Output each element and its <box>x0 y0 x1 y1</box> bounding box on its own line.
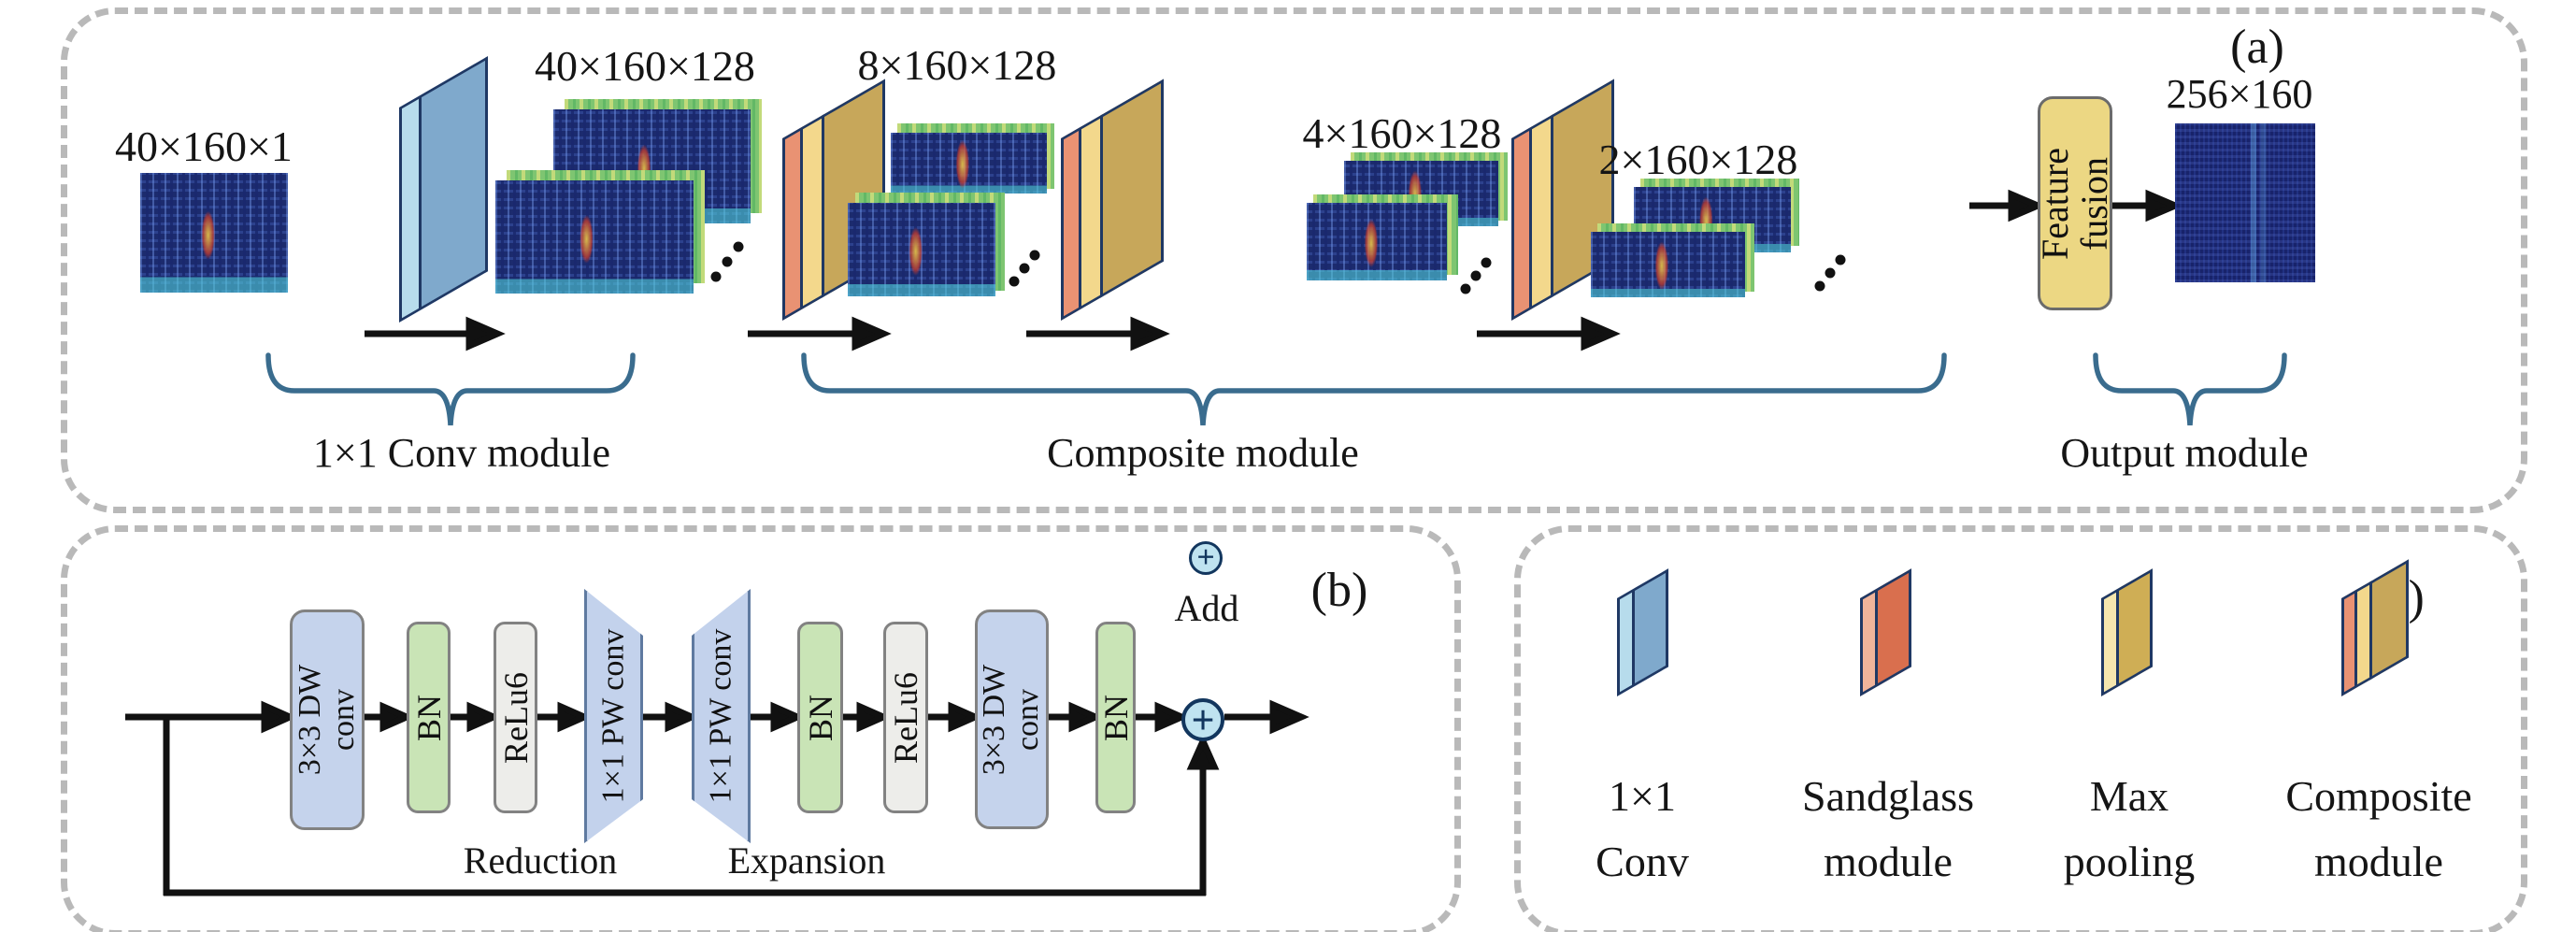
composite-slab-sandglass-layer <box>782 126 803 321</box>
relu6-label: ReLu6 <box>496 671 535 764</box>
bn-block-3: BN <box>1095 622 1136 813</box>
legend-sandglass-label-line1: Sandglass <box>1802 772 1974 820</box>
residual-skip-connection <box>163 714 1220 896</box>
feature-fusion-box: Feature fusion <box>2034 96 2116 310</box>
legend-conv1x1-label-line1: 1×1 <box>1609 772 1676 820</box>
dw-conv-block-1: 3×3 DW conv <box>290 609 365 830</box>
legend-conv1x1-edge <box>1617 588 1635 696</box>
conv1x1-slab-face <box>422 56 488 310</box>
legend-maxpool-edge <box>2101 588 2119 696</box>
add-operator-icon: + <box>1181 696 1224 743</box>
composite-slab-sandglass-layer <box>1061 126 1081 321</box>
legend-maxpool-face <box>2119 568 2153 687</box>
stage1-dim-label: 40×160×128 <box>535 42 755 90</box>
conv1x1-slab-edge <box>399 94 422 323</box>
bn-block-2: BN <box>797 622 843 813</box>
dw-conv-block-2: 3×3 DW conv <box>975 609 1049 829</box>
add-legend-icon: + <box>1189 540 1223 575</box>
legend-conv1x1-label-line2: Conv <box>1596 838 1689 885</box>
brace-label-conv-module: 1×1 Conv module <box>312 430 611 476</box>
pw-conv-label: 1×1 PW conv <box>595 628 631 804</box>
flow-arrows-panel-b <box>125 699 1309 735</box>
pw-conv-label: 1×1 PW conv <box>703 628 738 804</box>
bn-block-1: BN <box>407 622 451 813</box>
legend-composite-sandglass-layer <box>2341 589 2357 696</box>
legend-sandglass-label-line2: module <box>1824 838 1953 885</box>
module-braces <box>265 352 2287 426</box>
panel-a-border <box>61 7 2527 513</box>
panel-b-tag: (b) <box>1310 564 1368 617</box>
relu6-block-1: ReLu6 <box>494 622 537 813</box>
composite-slab-pooling-layer <box>803 114 824 309</box>
composite-slab-pooling-layer <box>1081 114 1103 309</box>
input-dim-label: 40×160×1 <box>115 122 293 170</box>
reduction-label: Reduction <box>463 839 618 882</box>
legend-composite-pooling-layer <box>2357 580 2372 688</box>
legend-sandglass-edge <box>1860 588 1878 696</box>
legend-composite-label-line2: module <box>2314 838 2443 885</box>
legend-sandglass-face <box>1878 568 1911 687</box>
feature-map <box>891 133 1047 194</box>
legend-maxpool-label-line2: pooling <box>2063 838 2196 885</box>
pw-conv-reduction-trapezoid: 1×1 PW conv <box>584 589 643 843</box>
feature-map <box>1591 232 1745 297</box>
brace-label-composite-module: Composite module <box>1047 430 1359 476</box>
dw-conv-label-line1: 3×3 DW <box>977 664 1012 775</box>
feature-map <box>495 180 694 294</box>
legend-composite-label-line1: Composite <box>2285 772 2472 820</box>
dw-conv-label-line1: 3×3 DW <box>293 664 328 776</box>
output-dim-label: 256×160 <box>2166 71 2313 117</box>
stage2-dim-label: 8×160×128 <box>857 41 1057 89</box>
composite-slab-pooling-layer <box>1532 114 1553 309</box>
stage3-dim-label: 4×160×128 <box>1302 109 1502 157</box>
bn-label: BN <box>1096 694 1135 741</box>
bn-label: BN <box>409 694 448 741</box>
brace-label-output-module: Output module <box>2060 430 2309 476</box>
pw-conv-expansion-trapezoid: 1×1 PW conv <box>692 589 751 843</box>
add-legend-label: Add <box>1174 587 1239 629</box>
composite-slab-body <box>1103 79 1164 297</box>
plus-glyph: + <box>1196 540 1215 575</box>
relu6-block-2: ReLu6 <box>883 622 928 813</box>
dw-conv-label-line2: conv <box>1010 688 1046 751</box>
relu6-label: ReLu6 <box>887 671 925 764</box>
output-spectrogram <box>2175 123 2315 282</box>
feature-map <box>848 203 995 296</box>
panel-b-border <box>61 525 1461 932</box>
legend-conv1x1-face <box>1635 568 1668 687</box>
composite-slab-sandglass-layer <box>1511 126 1532 321</box>
panel-a-tag: (a) <box>2230 21 2284 74</box>
flow-arrows-panel-a <box>365 189 2183 351</box>
legend-composite-body <box>2372 559 2409 679</box>
feature-fusion-line2: fusion <box>2073 156 2116 251</box>
feature-map <box>1307 203 1447 280</box>
dw-conv-label-line2: conv <box>326 688 362 752</box>
panel-c-border <box>1514 525 2527 932</box>
stage4-dim-label: 2×160×128 <box>1598 136 1798 183</box>
feature-fusion-line1: Feature <box>2034 147 2077 260</box>
bn-label: BN <box>801 694 839 741</box>
input-spectrogram <box>140 173 288 293</box>
ellipsis-dots <box>710 241 1846 294</box>
expansion-label: Expansion <box>727 839 886 882</box>
plus-glyph: + <box>1191 696 1215 743</box>
legend-maxpool-label-line1: Max <box>2089 772 2169 820</box>
